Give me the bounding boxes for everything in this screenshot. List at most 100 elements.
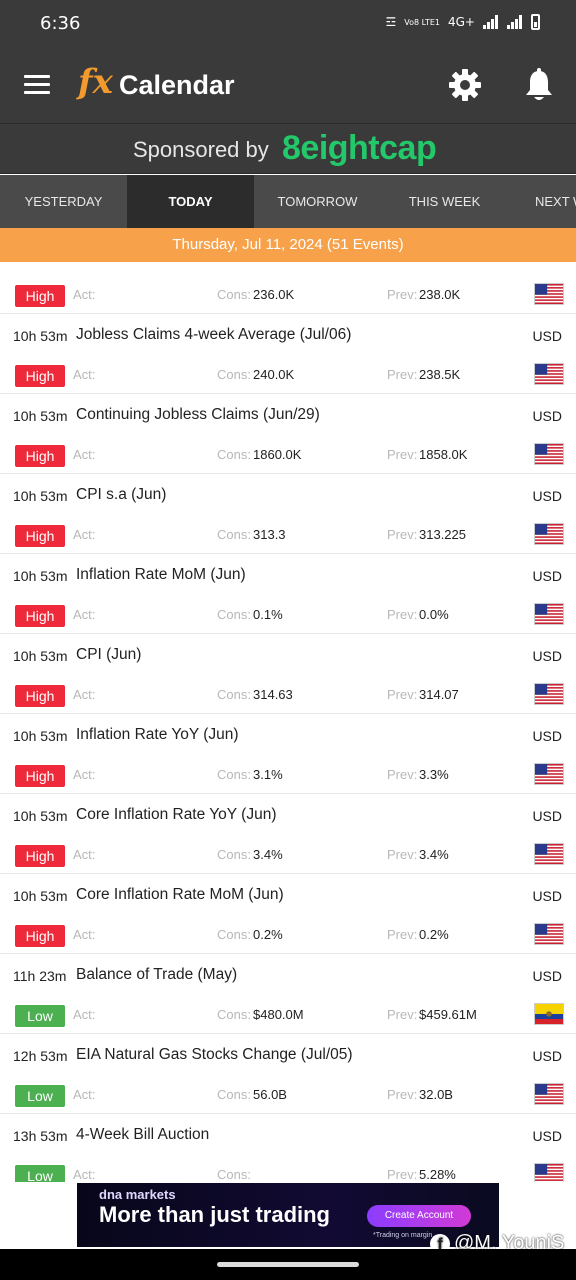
consensus-label: Cons: xyxy=(217,607,251,622)
facebook-icon: f xyxy=(430,1233,450,1254)
previous-value: 32.0B xyxy=(419,1087,453,1102)
event-row[interactable]: 10h 53m Core Inflation Rate YoY (Jun) USD H… xyxy=(0,794,576,874)
consensus-value: 0.2% xyxy=(253,927,283,942)
previous-value: 238.5K xyxy=(419,367,461,382)
navigation-bar xyxy=(0,1249,576,1280)
consensus-value: 314.63 xyxy=(253,687,293,702)
ad-tagline: More than just trading xyxy=(99,1202,330,1227)
tab-yesterday[interactable]: YESTERDAY xyxy=(24,194,103,209)
event-row[interactable]: 10h 53m CPI s.a (Jun) USD High Act: Cons: 313.… xyxy=(0,474,576,554)
event-currency: USD xyxy=(532,888,562,904)
ad-disclaimer: *Trading on margin... xyxy=(373,1232,439,1239)
event-currency: USD xyxy=(532,408,562,424)
event-currency: USD xyxy=(532,728,562,744)
event-name: CPI s.a (Jun) xyxy=(76,486,167,503)
previous-value: 314.07 xyxy=(419,687,459,702)
event-row[interactable]: 13h 53m 4-Week Bill Auction USD Low Act: Cons… xyxy=(0,1114,576,1182)
create-account-button[interactable]: Create Account xyxy=(367,1205,471,1227)
home-handle[interactable] xyxy=(217,1262,359,1267)
event-time: 10h 53m xyxy=(13,648,68,664)
date-header: Thursday, Jul 11, 2024 (51 Events) xyxy=(0,228,576,262)
watermark: f @M. YouniS xyxy=(430,1232,564,1255)
previous-label: Prev: xyxy=(387,1007,418,1022)
event-row[interactable]: 12h 53m EIA Natural Gas Stocks Change (Ju… xyxy=(0,1034,576,1114)
consensus-label: Cons: xyxy=(217,1087,251,1102)
event-time: 10h 53m xyxy=(13,808,68,824)
actual-label: Act: xyxy=(73,767,96,782)
event-row[interactable]: High Act: Cons: 236.0K Prev: 238.0K xyxy=(0,262,576,314)
ecuador-flag-icon xyxy=(534,1003,564,1025)
previous-value: 3.3% xyxy=(419,767,449,782)
previous-value: 3.4% xyxy=(419,847,449,862)
previous-value: 1858.0K xyxy=(419,447,468,462)
event-time: 10h 53m xyxy=(13,488,68,504)
event-row[interactable]: 10h 53m Jobless Claims 4-week Average (Ju… xyxy=(0,314,576,394)
consensus-value: $480.0M xyxy=(253,1007,304,1022)
event-name: Core Inflation Rate MoM (Jun) xyxy=(76,886,284,903)
previous-label: Prev: xyxy=(387,287,418,302)
previous-value: 5.28% xyxy=(419,1167,456,1182)
consensus-label: Cons: xyxy=(217,447,251,462)
tab-next-week[interactable]: NEXT WEEK xyxy=(535,194,576,209)
importance-badge: High xyxy=(15,925,65,947)
menu-icon[interactable] xyxy=(24,75,50,95)
previous-value: $459.61M xyxy=(419,1007,477,1022)
bell-icon[interactable] xyxy=(524,68,554,102)
importance-badge: Low xyxy=(15,1165,65,1182)
tab-tomorrow[interactable]: TOMORROW xyxy=(277,194,358,209)
previous-label: Prev: xyxy=(387,447,418,462)
event-name: Continuing Jobless Claims (Jun/29) xyxy=(76,406,320,423)
event-currency: USD xyxy=(532,808,562,824)
consensus-label: Cons: xyxy=(217,1167,251,1182)
event-row[interactable]: 10h 53m Inflation Rate MoM (Jun) USD High Ac… xyxy=(0,554,576,634)
importance-badge: High xyxy=(15,685,65,707)
battery-icon xyxy=(531,14,540,30)
ad-brand: dna markets xyxy=(99,1187,176,1202)
ad-banner[interactable]: dna markets More than just trading Creat… xyxy=(77,1183,499,1247)
previous-label: Prev: xyxy=(387,927,418,942)
event-row[interactable]: 11h 23m Balance of Trade (May) USD Low Act: C… xyxy=(0,954,576,1034)
actual-label: Act: xyxy=(73,687,96,702)
event-currency: USD xyxy=(532,568,562,584)
actual-label: Act: xyxy=(73,847,96,862)
actual-label: Act: xyxy=(73,1007,96,1022)
us-flag-icon xyxy=(534,763,564,785)
event-time: 10h 53m xyxy=(13,888,68,904)
tab-this-week[interactable]: THIS WEEK xyxy=(408,194,481,209)
importance-badge: High xyxy=(15,605,65,627)
network-label: 4G+ xyxy=(448,15,475,29)
signal-icon-2 xyxy=(507,15,523,29)
consensus-value: 240.0K xyxy=(253,367,295,382)
previous-value: 0.2% xyxy=(419,927,449,942)
us-flag-icon xyxy=(534,283,564,305)
gear-icon[interactable] xyxy=(448,68,482,102)
app-logo: fx xyxy=(78,62,113,102)
previous-label: Prev: xyxy=(387,367,418,382)
app-title: Calendar xyxy=(119,70,235,100)
event-name: 4-Week Bill Auction xyxy=(76,1126,210,1143)
previous-label: Prev: xyxy=(387,847,418,862)
volte-label: Vo8 LTE1 xyxy=(404,17,440,27)
event-row[interactable]: 10h 53m Continuing Jobless Claims (Jun/29… xyxy=(0,394,576,474)
us-flag-icon xyxy=(534,843,564,865)
importance-badge: High xyxy=(15,765,65,787)
event-time: 10h 53m xyxy=(13,408,68,424)
event-row[interactable]: 10h 53m Inflation Rate YoY (Jun) USD High Ac… xyxy=(0,714,576,794)
event-list: High Act: Cons: 236.0K Prev: 238.0K 10h 53m Job… xyxy=(0,262,576,1182)
importance-badge: High xyxy=(15,365,65,387)
status-time: 6:36 xyxy=(40,13,81,34)
event-row[interactable]: 10h 53m CPI (Jun) USD High Act: Cons: 314.63 Pr… xyxy=(0,634,576,714)
sponsor-logo: 8eightcap xyxy=(282,129,437,167)
sponsor-banner[interactable]: Sponsored by 8eightcap xyxy=(0,124,576,174)
tab-today[interactable]: TODAY xyxy=(127,175,254,228)
us-flag-icon xyxy=(534,1163,564,1182)
importance-badge: High xyxy=(15,285,65,307)
consensus-label: Cons: xyxy=(217,687,251,702)
consensus-label: Cons: xyxy=(217,847,251,862)
event-row[interactable]: 10h 53m Core Inflation Rate MoM (Jun) USD H… xyxy=(0,874,576,954)
event-currency: USD xyxy=(532,648,562,664)
us-flag-icon xyxy=(534,363,564,385)
previous-label: Prev: xyxy=(387,1167,418,1182)
actual-label: Act: xyxy=(73,367,96,382)
status-bar: 6:36 ☲ Vo8 LTE1 4G+ xyxy=(0,0,576,48)
